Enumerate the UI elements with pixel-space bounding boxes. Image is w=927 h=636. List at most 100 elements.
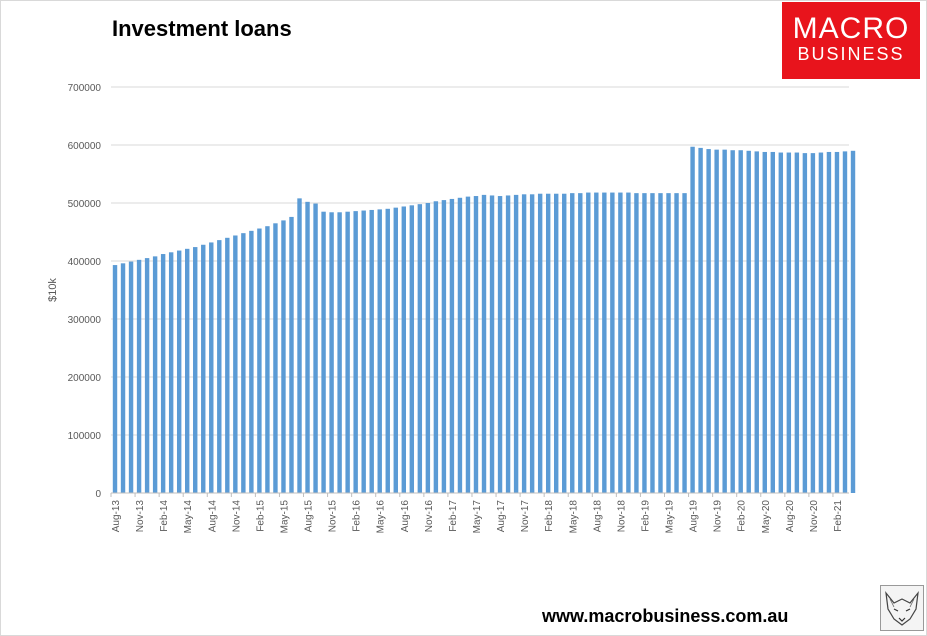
bar — [706, 149, 711, 493]
y-tick-label: 700000 — [68, 83, 102, 94]
bar — [658, 193, 663, 493]
bar — [674, 193, 679, 493]
x-tick-label: Feb-16 — [352, 500, 363, 532]
x-tick-label: Aug-16 — [400, 500, 411, 533]
x-tick-label: Nov-19 — [713, 500, 724, 533]
fox-sketch-icon — [880, 585, 924, 631]
bar — [185, 248, 190, 493]
bar — [513, 194, 519, 493]
y-tick-label: 200000 — [68, 373, 102, 384]
bar — [441, 200, 447, 493]
bar — [762, 151, 767, 493]
bar — [465, 196, 471, 493]
bar — [545, 193, 551, 493]
bar — [433, 201, 439, 493]
x-tick-label: May-20 — [761, 500, 772, 534]
bar — [690, 146, 695, 494]
bar — [233, 235, 238, 494]
bar — [754, 151, 759, 493]
website-url[interactable]: www.macrobusiness.com.au — [542, 606, 789, 626]
bar — [345, 211, 350, 493]
bar — [818, 152, 824, 494]
bar — [786, 152, 792, 494]
bar — [529, 194, 535, 494]
bar — [682, 193, 687, 493]
bar — [802, 153, 808, 493]
x-tick-label: May-18 — [568, 500, 579, 534]
macro-business-logo[interactable]: MACRO BUSINESS — [782, 2, 920, 79]
logo-line2: BUSINESS — [797, 44, 905, 64]
bar — [249, 230, 254, 493]
bar — [321, 211, 326, 493]
bar — [850, 150, 856, 494]
y-axis: 0 100000 200000 300000 400000 500000 600000 700… — [68, 83, 102, 500]
bar — [714, 149, 719, 493]
bar — [337, 212, 342, 493]
bar — [385, 208, 390, 494]
bar — [305, 201, 310, 493]
x-tick-label: Nov-18 — [616, 500, 627, 533]
bar — [481, 194, 487, 493]
bar — [369, 209, 374, 493]
y-tick-label: 500000 — [68, 199, 102, 210]
bar — [168, 252, 174, 493]
x-tick-label: Aug-14 — [207, 500, 218, 533]
x-tick-label: Feb-19 — [640, 500, 651, 532]
bar — [313, 203, 318, 493]
bar — [457, 197, 463, 493]
x-tick-label: Nov-14 — [231, 500, 242, 533]
bar — [217, 240, 222, 493]
gridlines — [111, 86, 849, 494]
x-tick-label: Nov-17 — [520, 500, 531, 533]
bar — [128, 261, 134, 493]
bar — [722, 149, 727, 493]
x-tick-label: May-16 — [376, 500, 387, 534]
x-tick-label: Aug-13 — [111, 500, 122, 533]
x-tick-label: May-15 — [279, 500, 290, 534]
bar — [642, 193, 647, 493]
bar — [417, 204, 423, 493]
x-tick-label: Feb-20 — [737, 500, 748, 532]
bar — [562, 193, 567, 493]
bar — [393, 207, 398, 493]
bar — [610, 192, 615, 493]
bar — [730, 150, 735, 493]
bar — [473, 196, 479, 494]
bar — [570, 193, 575, 493]
bar — [297, 198, 302, 494]
bar — [241, 233, 246, 493]
x-tick-label: May-19 — [665, 500, 676, 534]
bar — [112, 265, 118, 493]
x-tick-label: Nov-13 — [135, 500, 146, 533]
bar — [201, 244, 206, 493]
bar — [666, 193, 671, 493]
bar — [602, 192, 607, 493]
bar — [650, 193, 655, 493]
bar — [505, 195, 511, 493]
bar — [409, 205, 415, 493]
bar — [176, 250, 182, 493]
bar — [634, 193, 639, 493]
bar — [225, 237, 230, 493]
x-tick-label: Aug-20 — [785, 500, 796, 533]
y-tick-label: 100000 — [68, 431, 102, 442]
x-tick-label: Nov-15 — [328, 500, 339, 533]
bar — [193, 247, 198, 493]
bar — [794, 152, 800, 494]
bar — [834, 151, 840, 493]
x-tick-label: May-14 — [183, 500, 194, 534]
bar — [698, 147, 703, 493]
chart-title: Investment loans — [112, 16, 292, 41]
bar — [257, 228, 262, 493]
x-tick-label: Aug-17 — [496, 500, 507, 533]
bar — [281, 220, 286, 493]
bar — [120, 263, 126, 493]
bar — [578, 193, 583, 493]
y-tick-label: 300000 — [68, 315, 102, 326]
x-tick-label: Feb-17 — [448, 500, 459, 532]
bar — [842, 151, 848, 493]
bar — [425, 203, 431, 493]
bar — [265, 226, 270, 493]
bar — [626, 192, 631, 493]
bar — [770, 151, 775, 493]
